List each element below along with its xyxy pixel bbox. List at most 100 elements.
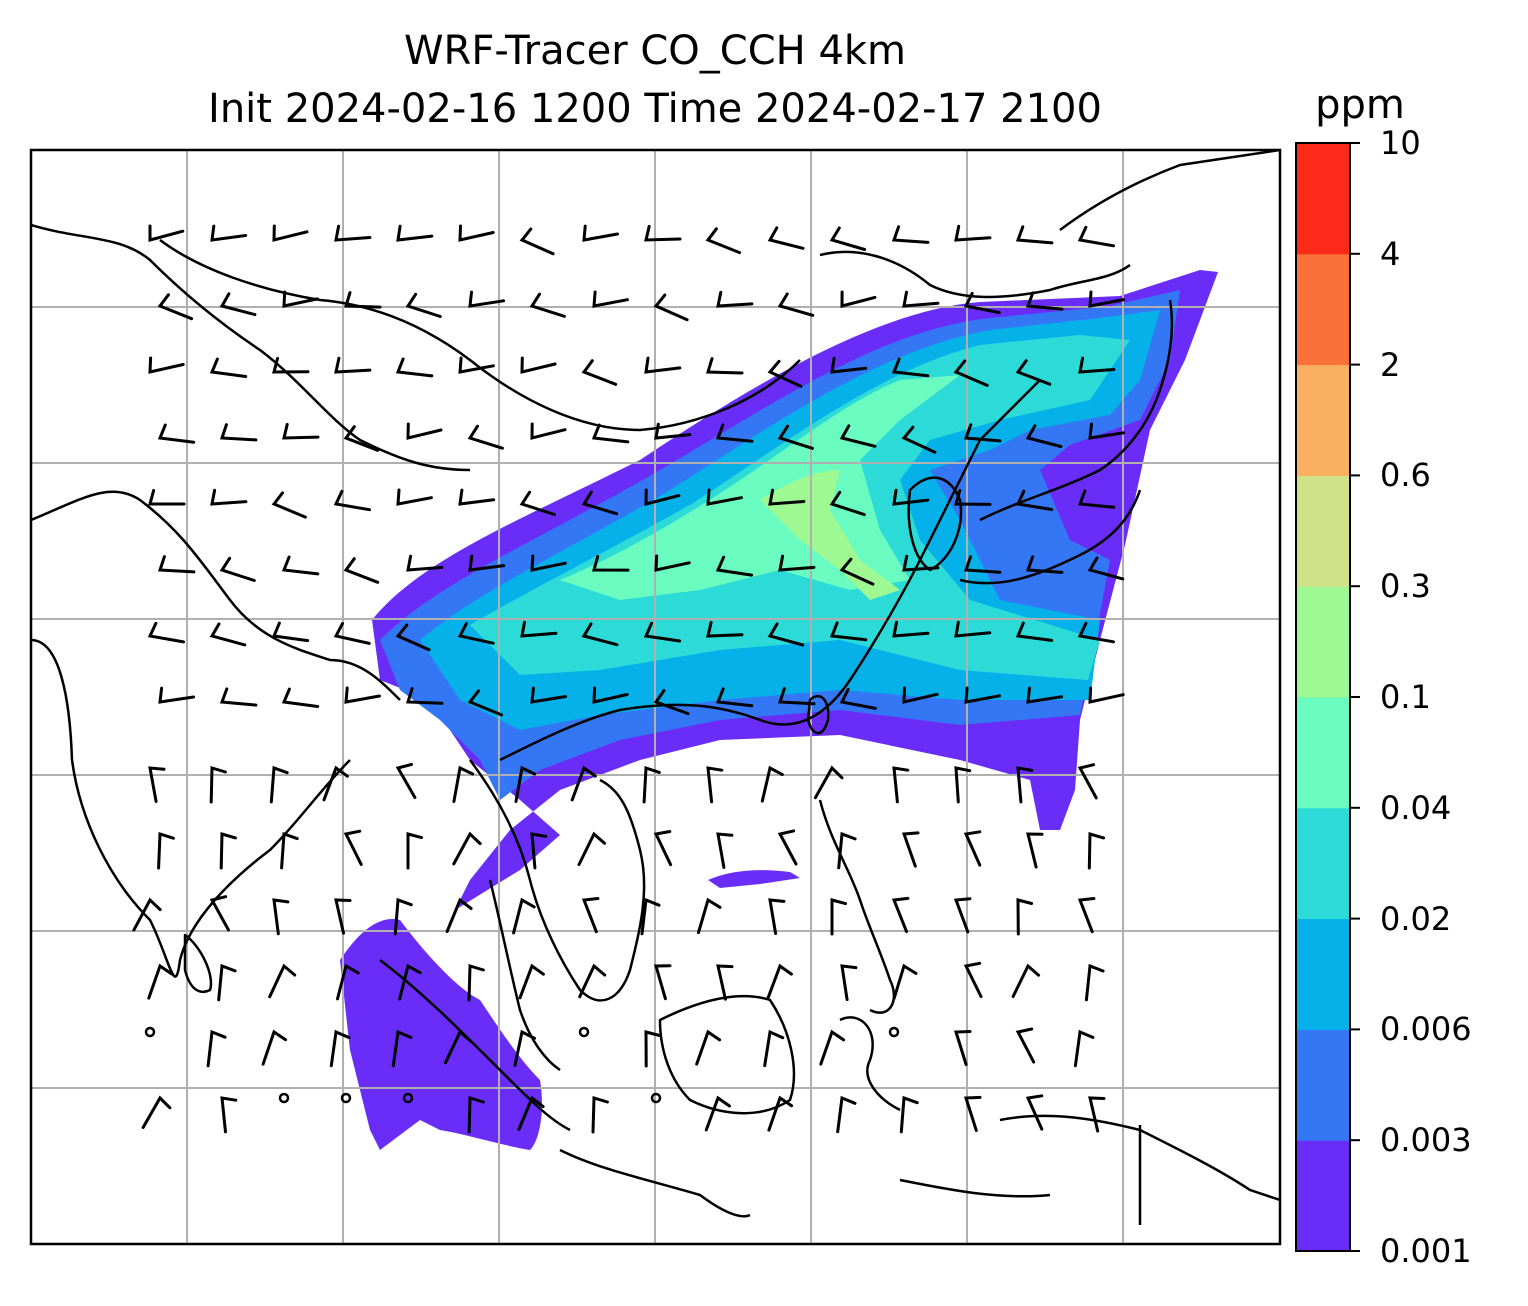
wind-barb xyxy=(467,689,503,717)
wind-barb xyxy=(892,766,910,804)
wind-barb xyxy=(829,621,868,642)
wind-barb xyxy=(581,490,619,516)
wind-barb xyxy=(219,832,237,870)
wind-barb xyxy=(591,423,630,444)
wind-barb xyxy=(705,227,742,255)
wind-barb xyxy=(147,963,174,1000)
wind-barb xyxy=(157,423,196,444)
wind-barb xyxy=(344,291,382,309)
wind-barb xyxy=(644,224,682,242)
wind-barb xyxy=(457,622,495,645)
wind-barb xyxy=(395,357,434,378)
border-south-asia xyxy=(31,490,401,701)
wind-barb xyxy=(716,964,734,1001)
wind-barb xyxy=(819,1029,846,1066)
colorbar-tick-label: 4 xyxy=(1380,234,1401,273)
wind-barb xyxy=(963,423,1002,443)
colorbar-tick-label: 0.1 xyxy=(1380,678,1431,716)
plume-small-0001 xyxy=(708,870,800,888)
wind-barb xyxy=(468,554,506,572)
wind-barb xyxy=(391,1029,413,1068)
wind-barb xyxy=(654,554,691,572)
wind-barb xyxy=(706,766,724,804)
coastline-korea xyxy=(907,476,963,572)
wind-barb xyxy=(209,357,248,378)
colorbar-segment xyxy=(1296,475,1350,587)
wind-barb xyxy=(777,424,814,450)
wind-barb xyxy=(1011,963,1041,998)
wind-barb xyxy=(220,1096,238,1134)
wind-barb xyxy=(1084,963,1105,1002)
wind-barb xyxy=(217,963,237,1002)
wind-barb xyxy=(768,898,786,935)
wind-barb xyxy=(766,963,793,1000)
wind-barb xyxy=(653,689,690,716)
plume-south-0001 xyxy=(340,919,542,1150)
wind-barb xyxy=(899,1095,919,1134)
wind-barb xyxy=(282,422,320,440)
wind-barb xyxy=(206,1029,227,1068)
map-frame xyxy=(29,148,1282,1246)
colorbar-segment xyxy=(1296,1029,1350,1141)
colorbar-tick-label: 0.04 xyxy=(1380,788,1452,827)
wind-barb xyxy=(578,963,607,999)
wind-barb xyxy=(281,687,320,708)
wind-barb xyxy=(891,225,930,244)
wind-barb xyxy=(1088,1096,1106,1133)
wind-barb xyxy=(767,1095,794,1132)
wind-barb xyxy=(147,621,185,644)
wind-barb xyxy=(336,963,360,1001)
wind-barb xyxy=(148,489,186,506)
wind-barb xyxy=(282,290,319,308)
colorbar-segment xyxy=(1296,918,1350,1030)
wind-barb xyxy=(1016,898,1034,936)
coastline-india xyxy=(31,638,351,978)
wind-barb xyxy=(529,292,566,318)
wind-barb xyxy=(334,224,372,242)
wind-barb xyxy=(891,896,910,934)
wind-barb xyxy=(901,425,937,454)
colorbar-segment xyxy=(1296,143,1350,255)
wind-barb xyxy=(281,555,320,576)
wind-barb xyxy=(445,897,473,933)
wind-barb xyxy=(395,762,417,799)
calm-wind-marker xyxy=(340,1092,352,1104)
colorbar-segment xyxy=(1296,1140,1350,1252)
wind-barb xyxy=(444,1029,473,1065)
wind-barb xyxy=(272,224,309,242)
wind-barb xyxy=(892,620,930,638)
wind-barb xyxy=(654,422,692,440)
calm-wind-marker xyxy=(278,1092,290,1104)
wind-barb xyxy=(644,356,682,374)
wind-barb xyxy=(644,1030,661,1068)
wind-barb xyxy=(210,488,248,506)
wind-barb xyxy=(406,554,444,572)
wind-barb xyxy=(837,831,857,870)
wind-barb xyxy=(778,554,816,572)
wind-barb xyxy=(520,356,557,374)
wind-barb xyxy=(891,357,930,378)
wind-barb xyxy=(261,1029,288,1066)
wind-barb xyxy=(1077,897,1096,934)
wind-barb xyxy=(467,424,504,450)
wind-barb xyxy=(901,831,920,868)
wind-barb xyxy=(963,1095,982,1132)
wind-barb xyxy=(953,1030,972,1066)
wind-barb xyxy=(210,224,248,242)
wind-barb xyxy=(512,897,536,935)
wind-barb xyxy=(592,290,629,308)
map-title-line-2: Init 2024-02-16 1200 Time 2024-02-17 210… xyxy=(208,86,1102,132)
calm-wind-marker xyxy=(144,1026,156,1038)
wind-barb xyxy=(530,554,567,572)
wind-barb xyxy=(530,686,568,704)
coastline-china-east xyxy=(819,250,1131,299)
wind-barb xyxy=(209,766,227,804)
wind-barb xyxy=(141,1095,172,1129)
wind-barb xyxy=(640,897,661,936)
wind-barb xyxy=(1015,489,1054,511)
wind-barb xyxy=(1025,1094,1044,1131)
wind-barb xyxy=(840,964,858,1002)
wind-barb xyxy=(219,423,258,442)
wind-barb xyxy=(653,293,689,322)
wind-barb xyxy=(704,1095,731,1132)
